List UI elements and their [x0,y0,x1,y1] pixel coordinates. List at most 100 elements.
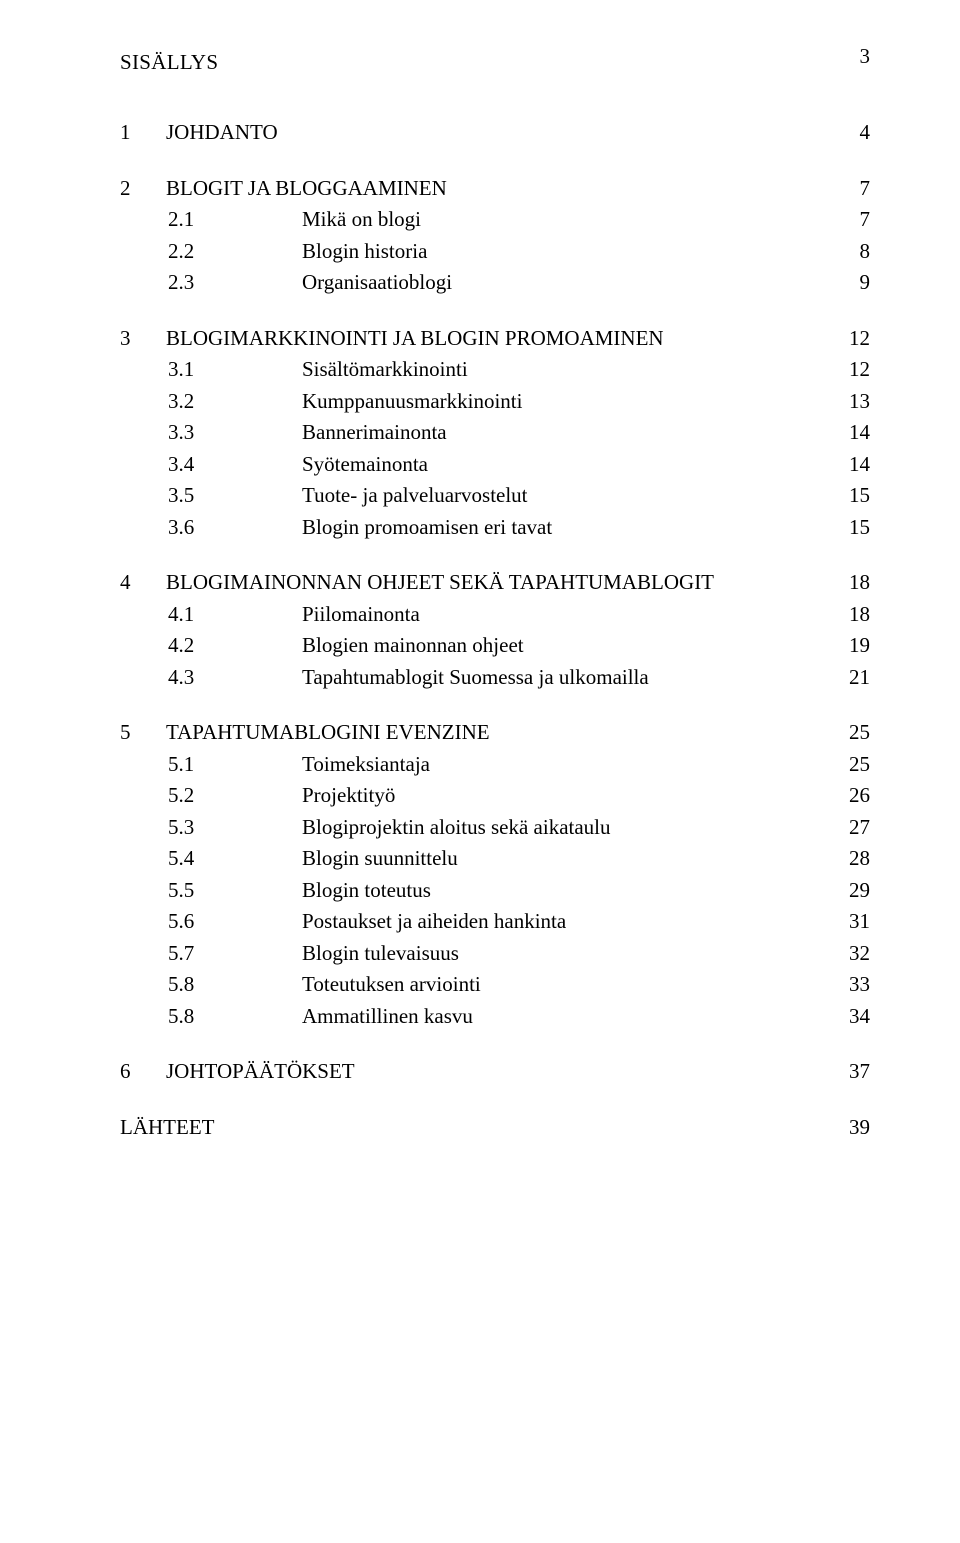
toc-entry-page: 37 [830,1056,870,1088]
toc-entry-number: 4.2 [120,630,266,662]
toc-entry-page: 19 [830,630,870,662]
toc-entry-label: Toteutuksen arviointi [266,969,830,1001]
toc-entry-label: BLOGIMARKKINOINTI JA BLOGIN PROMOAMINEN [150,323,830,355]
toc-entry-page: 4 [830,117,870,149]
toc-entry-page: 39 [830,1112,870,1144]
toc-entry-page: 7 [830,204,870,236]
toc-entry-label: Blogin promoamisen eri tavat [266,512,830,544]
toc-entry-label: Bannerimainonta [266,417,830,449]
toc-entry: 3.4Syötemainonta14 [120,449,870,481]
toc-entry-number: 3.2 [120,386,266,418]
toc-entry-number: 3 [120,323,150,355]
toc-entry-page: 25 [830,717,870,749]
toc-entry-page: 15 [830,512,870,544]
toc-entry-number: 5.8 [120,1001,266,1033]
toc-entry-number: 3.6 [120,512,266,544]
toc-entry: 3.6Blogin promoamisen eri tavat15 [120,512,870,544]
toc-entry: 3.1Sisältömarkkinointi12 [120,354,870,386]
toc-entry-number: 5.1 [120,749,266,781]
toc-entry-label: Toimeksiantaja [266,749,830,781]
toc-entry-label: Blogien mainonnan ohjeet [266,630,830,662]
toc-entry: 5.6Postaukset ja aiheiden hankinta31 [120,906,870,938]
toc-entry: 1JOHDANTO4 [120,117,870,149]
toc-entry-number: 2.2 [120,236,266,268]
toc-entry: 2BLOGIT JA BLOGGAAMINEN7 [120,173,870,205]
toc-entry-page: 14 [830,417,870,449]
toc-entry-page: 29 [830,875,870,907]
toc-entry-number: 2.3 [120,267,266,299]
toc-entry-page: 18 [830,567,870,599]
toc-entry-number: 5.3 [120,812,266,844]
page-number: 3 [860,44,871,69]
toc-entry-label: TAPAHTUMABLOGINI EVENZINE [150,717,830,749]
toc-entry: 5.5Blogin toteutus29 [120,875,870,907]
toc-entry: LÄHTEET39 [120,1112,870,1144]
toc-entry-label: Blogin toteutus [266,875,830,907]
toc-entry: 2.1Mikä on blogi7 [120,204,870,236]
toc-entry: 4.3Tapahtumablogit Suomessa ja ulkomaill… [120,662,870,694]
toc-entry-number: 5 [120,717,150,749]
toc-entry: 6JOHTOPÄÄTÖKSET37 [120,1056,870,1088]
toc-entry-page: 25 [830,749,870,781]
toc-entry-label: JOHDANTO [150,117,830,149]
toc-entry-number: 3.1 [120,354,266,386]
toc-entry-label: Ammatillinen kasvu [266,1001,830,1033]
toc-entry-label: Organisaatioblogi [266,267,830,299]
toc-entry-number: 4.1 [120,599,266,631]
toc-entry-page: 33 [830,969,870,1001]
toc-entry: 5.4Blogin suunnittelu28 [120,843,870,875]
toc-entry-label: JOHTOPÄÄTÖKSET [150,1056,830,1088]
toc-entry-number: 3.4 [120,449,266,481]
toc-entry-number: 5.2 [120,780,266,812]
toc-entry: 4.2Blogien mainonnan ohjeet19 [120,630,870,662]
toc-entry-label: Blogin tulevaisuus [266,938,830,970]
toc-entry-number: 5.6 [120,906,266,938]
toc-entry-label: BLOGIMAINONNAN OHJEET SEKÄ TAPAHTUMABLOG… [150,567,830,599]
toc-entry: 3.2Kumppanuusmarkkinointi13 [120,386,870,418]
toc-entry-page: 18 [830,599,870,631]
toc-entry-page: 8 [830,236,870,268]
toc-entry-number: 5.8 [120,969,266,1001]
toc-entry-number: 3.3 [120,417,266,449]
toc-entry-label: Tuote- ja palveluarvostelut [266,480,830,512]
toc-entry-number: 4 [120,567,150,599]
toc-entry-page: 14 [830,449,870,481]
toc-entry: 5.3Blogiprojektin aloitus sekä aikataulu… [120,812,870,844]
toc-entry: 2.3Organisaatioblogi9 [120,267,870,299]
toc-entry-label: Piilomainonta [266,599,830,631]
toc-entry-number: 6 [120,1056,150,1088]
table-of-contents: 1JOHDANTO4 2BLOGIT JA BLOGGAAMINEN72.1Mik… [120,117,870,1143]
toc-entry-label: Blogin suunnittelu [266,843,830,875]
toc-entry-label: BLOGIT JA BLOGGAAMINEN [150,173,830,205]
document-page: 3 SISÄLLYS 1JOHDANTO4 2BLOGIT JA BLOGGAAM… [0,0,960,1543]
toc-entry-page: 7 [830,173,870,205]
page-title: SISÄLLYS [120,50,870,75]
toc-entry-number: 2 [120,173,150,205]
toc-entry-label: Mikä on blogi [266,204,830,236]
toc-entry-label: Postaukset ja aiheiden hankinta [266,906,830,938]
toc-entry-page: 13 [830,386,870,418]
toc-entry-page: 28 [830,843,870,875]
toc-entry-page: 12 [830,354,870,386]
toc-entry-page: 26 [830,780,870,812]
toc-entry-label: Sisältömarkkinointi [266,354,830,386]
toc-entry-number: 5.7 [120,938,266,970]
toc-entry-label: Blogiprojektin aloitus sekä aikataulu [266,812,830,844]
toc-entry: 3.3Bannerimainonta14 [120,417,870,449]
toc-entry: 4.1Piilomainonta18 [120,599,870,631]
toc-entry-page: 34 [830,1001,870,1033]
toc-entry-label: Tapahtumablogit Suomessa ja ulkomailla [266,662,830,694]
toc-entry-page: 15 [830,480,870,512]
toc-entry-label: Syötemainonta [266,449,830,481]
toc-entry-page: 21 [830,662,870,694]
toc-entry: 5.7Blogin tulevaisuus32 [120,938,870,970]
toc-entry: 5.8Ammatillinen kasvu34 [120,1001,870,1033]
toc-entry-page: 31 [830,906,870,938]
toc-entry-label: Blogin historia [266,236,830,268]
toc-entry: 5TAPAHTUMABLOGINI EVENZINE25 [120,717,870,749]
toc-entry-page: 32 [830,938,870,970]
toc-entry: 4BLOGIMAINONNAN OHJEET SEKÄ TAPAHTUMABLO… [120,567,870,599]
toc-entry: 5.2Projektityö26 [120,780,870,812]
toc-entry-page: 9 [830,267,870,299]
toc-entry-page: 27 [830,812,870,844]
